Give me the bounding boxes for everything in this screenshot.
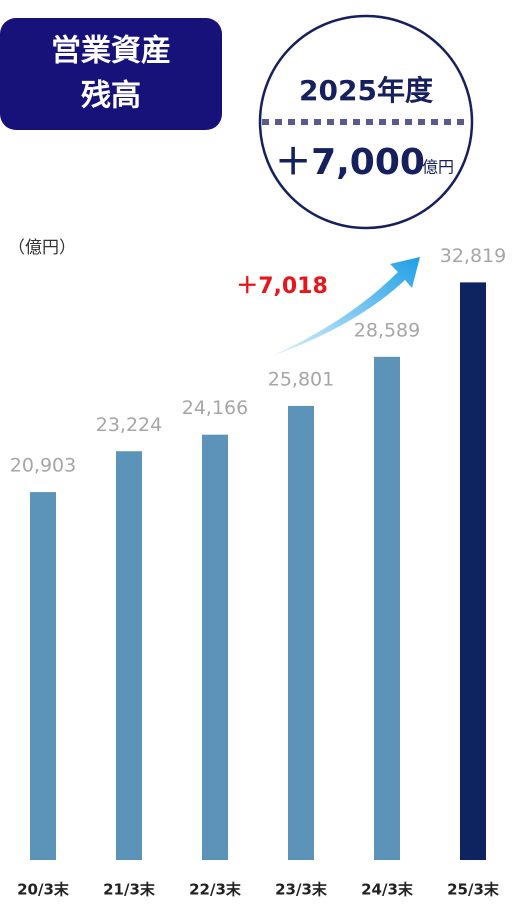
bar xyxy=(30,492,56,860)
value-label: 32,819 xyxy=(440,245,506,267)
bar xyxy=(374,356,400,860)
growth-arrow xyxy=(272,257,420,356)
value-label: 28,589 xyxy=(354,319,420,341)
value-label: 20,903 xyxy=(10,455,76,477)
title-line: 営業資産 xyxy=(51,34,171,69)
value-label: 23,224 xyxy=(96,414,162,436)
target-unit: 億円 xyxy=(422,158,454,177)
x-tick-label: 23/3末 xyxy=(275,881,328,899)
bar xyxy=(116,451,142,860)
bar xyxy=(288,405,314,860)
x-tick-label: 24/3末 xyxy=(361,881,414,899)
value-label: 24,166 xyxy=(182,397,248,419)
value-label: 25,801 xyxy=(268,368,334,390)
x-tick-label: 22/3末 xyxy=(189,881,242,899)
title-badge xyxy=(0,18,222,130)
x-tick-label: 21/3末 xyxy=(103,881,156,899)
target-amount: ＋7,000 xyxy=(275,142,425,183)
title-line: 残高 xyxy=(81,79,141,114)
target-label: 2025年度 xyxy=(299,74,433,107)
x-tick-label: 25/3末 xyxy=(447,881,500,899)
annotation: ＋7,018 xyxy=(236,274,328,299)
bar xyxy=(202,434,228,860)
bar xyxy=(460,282,486,860)
unit-label: （億円） xyxy=(8,238,76,258)
x-tick-label: 20/3末 xyxy=(17,881,70,899)
